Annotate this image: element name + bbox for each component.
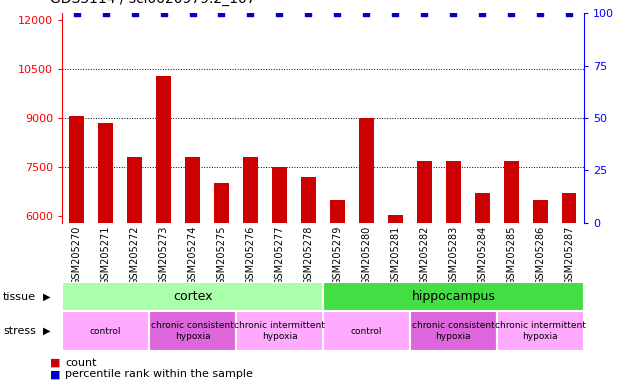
- Bar: [562, 193, 576, 384]
- Bar: [149, 311, 236, 351]
- Bar: [185, 157, 200, 384]
- Text: GSM205271: GSM205271: [101, 225, 111, 285]
- Text: stress: stress: [3, 326, 36, 336]
- Bar: [330, 200, 345, 384]
- Bar: [323, 282, 584, 311]
- Text: GSM205280: GSM205280: [361, 225, 371, 285]
- Text: GSM205285: GSM205285: [506, 225, 516, 285]
- Bar: [236, 311, 323, 351]
- Text: ▶: ▶: [43, 291, 50, 302]
- Bar: [62, 282, 323, 311]
- Point: [361, 10, 371, 17]
- Point: [419, 10, 429, 17]
- Bar: [156, 76, 171, 384]
- Point: [506, 10, 516, 17]
- Text: ■: ■: [50, 369, 60, 379]
- Bar: [62, 311, 149, 351]
- Text: hippocampus: hippocampus: [411, 290, 496, 303]
- Point: [130, 10, 140, 17]
- Text: ▶: ▶: [43, 326, 50, 336]
- Text: control: control: [351, 327, 382, 336]
- Text: GSM205276: GSM205276: [245, 225, 255, 285]
- Bar: [417, 161, 432, 384]
- Bar: [98, 123, 113, 384]
- Point: [332, 10, 342, 17]
- Text: GSM205275: GSM205275: [217, 225, 227, 285]
- Text: GSM205281: GSM205281: [391, 225, 401, 285]
- Text: GSM205283: GSM205283: [448, 225, 458, 285]
- Text: chronic consistent
hypoxia: chronic consistent hypoxia: [412, 321, 495, 341]
- Point: [71, 10, 81, 17]
- Point: [564, 10, 574, 17]
- Point: [304, 10, 314, 17]
- Text: GSM205284: GSM205284: [478, 225, 487, 285]
- Text: tissue: tissue: [3, 291, 36, 302]
- Point: [245, 10, 255, 17]
- Point: [448, 10, 458, 17]
- Bar: [301, 177, 315, 384]
- Bar: [323, 311, 410, 351]
- Text: GSM205273: GSM205273: [158, 225, 168, 285]
- Bar: [70, 116, 84, 384]
- Text: GSM205278: GSM205278: [304, 225, 314, 285]
- Bar: [272, 167, 287, 384]
- Text: percentile rank within the sample: percentile rank within the sample: [65, 369, 253, 379]
- Point: [478, 10, 487, 17]
- Text: GSM205279: GSM205279: [332, 225, 342, 285]
- Bar: [214, 184, 229, 384]
- Text: chronic consistent
hypoxia: chronic consistent hypoxia: [151, 321, 234, 341]
- Text: GDS3114 / scl0020979.2_107: GDS3114 / scl0020979.2_107: [50, 0, 255, 6]
- Bar: [533, 200, 548, 384]
- Text: GSM205272: GSM205272: [130, 225, 140, 285]
- Bar: [446, 161, 461, 384]
- Text: count: count: [65, 358, 97, 368]
- Point: [274, 10, 284, 17]
- Point: [101, 10, 111, 17]
- Bar: [410, 311, 497, 351]
- Point: [188, 10, 197, 17]
- Text: GSM205282: GSM205282: [419, 225, 429, 285]
- Text: chronic intermittent
hypoxia: chronic intermittent hypoxia: [495, 321, 586, 341]
- Text: GSM205287: GSM205287: [564, 225, 574, 285]
- Bar: [497, 311, 584, 351]
- Bar: [359, 118, 374, 384]
- Text: chronic intermittent
hypoxia: chronic intermittent hypoxia: [234, 321, 325, 341]
- Text: GSM205274: GSM205274: [188, 225, 197, 285]
- Point: [158, 10, 168, 17]
- Point: [391, 10, 401, 17]
- Bar: [243, 157, 258, 384]
- Text: GSM205270: GSM205270: [71, 225, 81, 285]
- Text: GSM205286: GSM205286: [535, 225, 545, 285]
- Text: control: control: [90, 327, 121, 336]
- Bar: [388, 215, 402, 384]
- Bar: [475, 193, 489, 384]
- Text: GSM205277: GSM205277: [274, 225, 284, 285]
- Text: ■: ■: [50, 358, 60, 368]
- Text: cortex: cortex: [173, 290, 212, 303]
- Point: [217, 10, 227, 17]
- Bar: [127, 157, 142, 384]
- Bar: [504, 161, 519, 384]
- Point: [535, 10, 545, 17]
